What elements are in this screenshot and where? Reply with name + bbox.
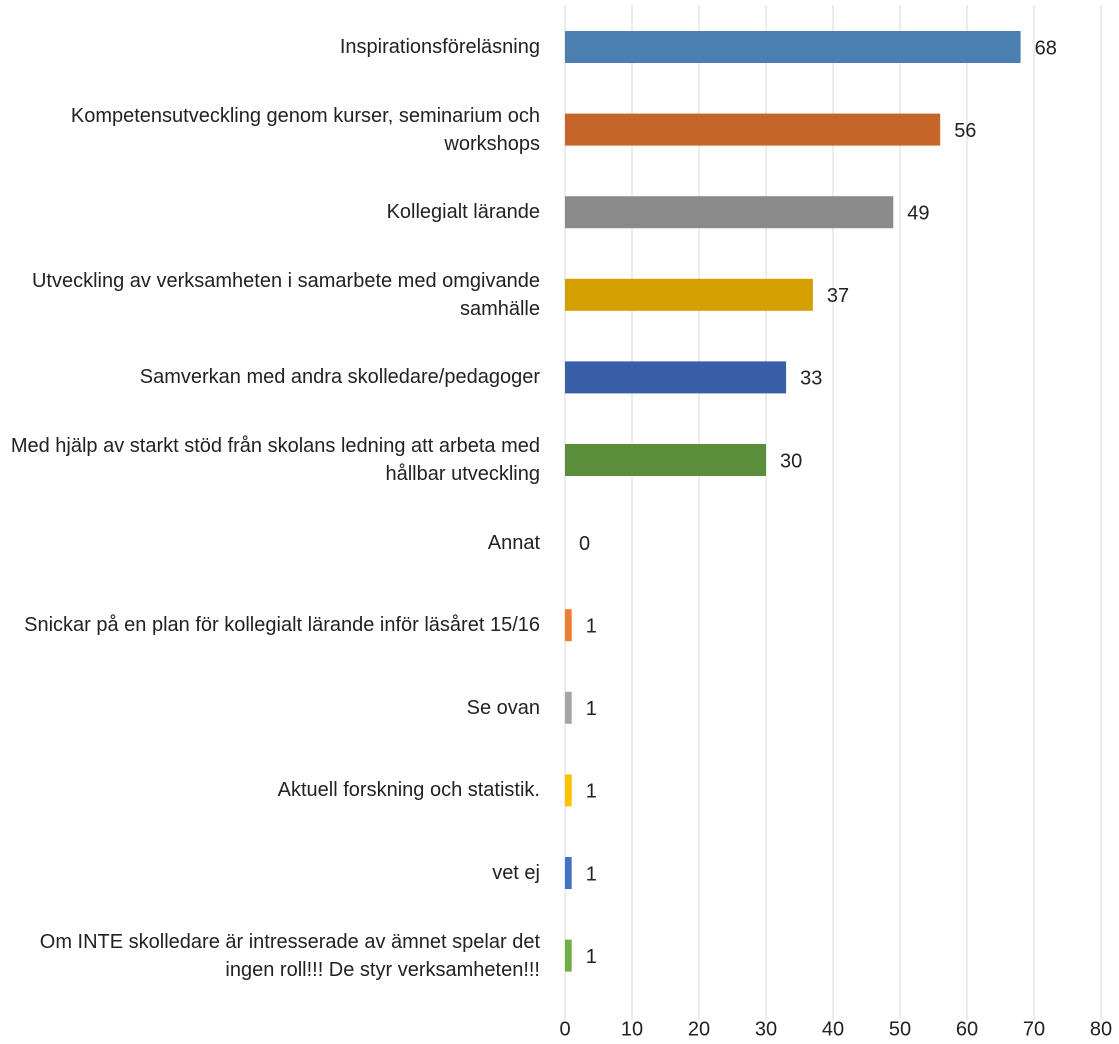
data-label: 33 [800, 368, 822, 390]
y-tick-label: Med hjälp av starkt stöd från skolans le… [10, 435, 540, 485]
bar [565, 113, 941, 146]
x-tick-label: 40 [822, 1018, 844, 1040]
data-label: 37 [827, 285, 849, 307]
data-label: 1 [586, 698, 597, 720]
x-tick-label: 70 [1023, 1018, 1045, 1040]
y-tick-label: Aktuell forskning och statistik. [277, 779, 540, 802]
x-tick-label: 10 [621, 1018, 643, 1040]
x-tick-label: 30 [755, 1018, 777, 1040]
data-label: 49 [907, 202, 929, 224]
bar [565, 196, 894, 229]
y-tick-label: Se ovan [466, 696, 540, 719]
data-label: 0 [579, 533, 590, 555]
y-tick-label: Samverkan med andra skolledare/pedagoger [139, 366, 540, 389]
bar [565, 31, 1021, 63]
y-tick-label: Kollegialt lärande [386, 201, 540, 224]
bar [565, 857, 572, 889]
bar [565, 278, 813, 311]
data-label: 1 [586, 946, 597, 968]
y-tick-label: Inspirationsföreläsning [339, 36, 540, 58]
x-tick-label: 20 [688, 1018, 710, 1040]
x-tick-label: 50 [889, 1018, 911, 1040]
y-tick-label: Annat [487, 531, 540, 554]
y-tick-label: vet ej [492, 862, 540, 884]
x-tick-label: 80 [1090, 1018, 1112, 1040]
data-label: 30 [780, 450, 802, 472]
data-label: 68 [1035, 37, 1057, 59]
data-label: 56 [954, 120, 976, 142]
data-label: 1 [586, 615, 597, 637]
x-tick-label: 60 [956, 1018, 978, 1040]
bar [565, 774, 572, 807]
bar [565, 691, 572, 724]
y-tick-label: Om INTE skolledare är intresserade av äm… [39, 930, 540, 981]
data-label: 1 [586, 781, 597, 803]
data-label: 1 [586, 863, 597, 885]
y-tick-label: Kompetensutveckling genom kurser, semina… [70, 104, 540, 155]
bar [565, 609, 572, 642]
x-tick-label: 0 [559, 1018, 570, 1040]
y-tick-label: Snickar på en plan för kollegialt lärand… [24, 614, 540, 637]
y-tick-label: Utveckling av verksamheten i samarbete m… [31, 269, 540, 320]
bar [565, 361, 787, 394]
bar [565, 444, 766, 476]
bar [565, 939, 572, 972]
